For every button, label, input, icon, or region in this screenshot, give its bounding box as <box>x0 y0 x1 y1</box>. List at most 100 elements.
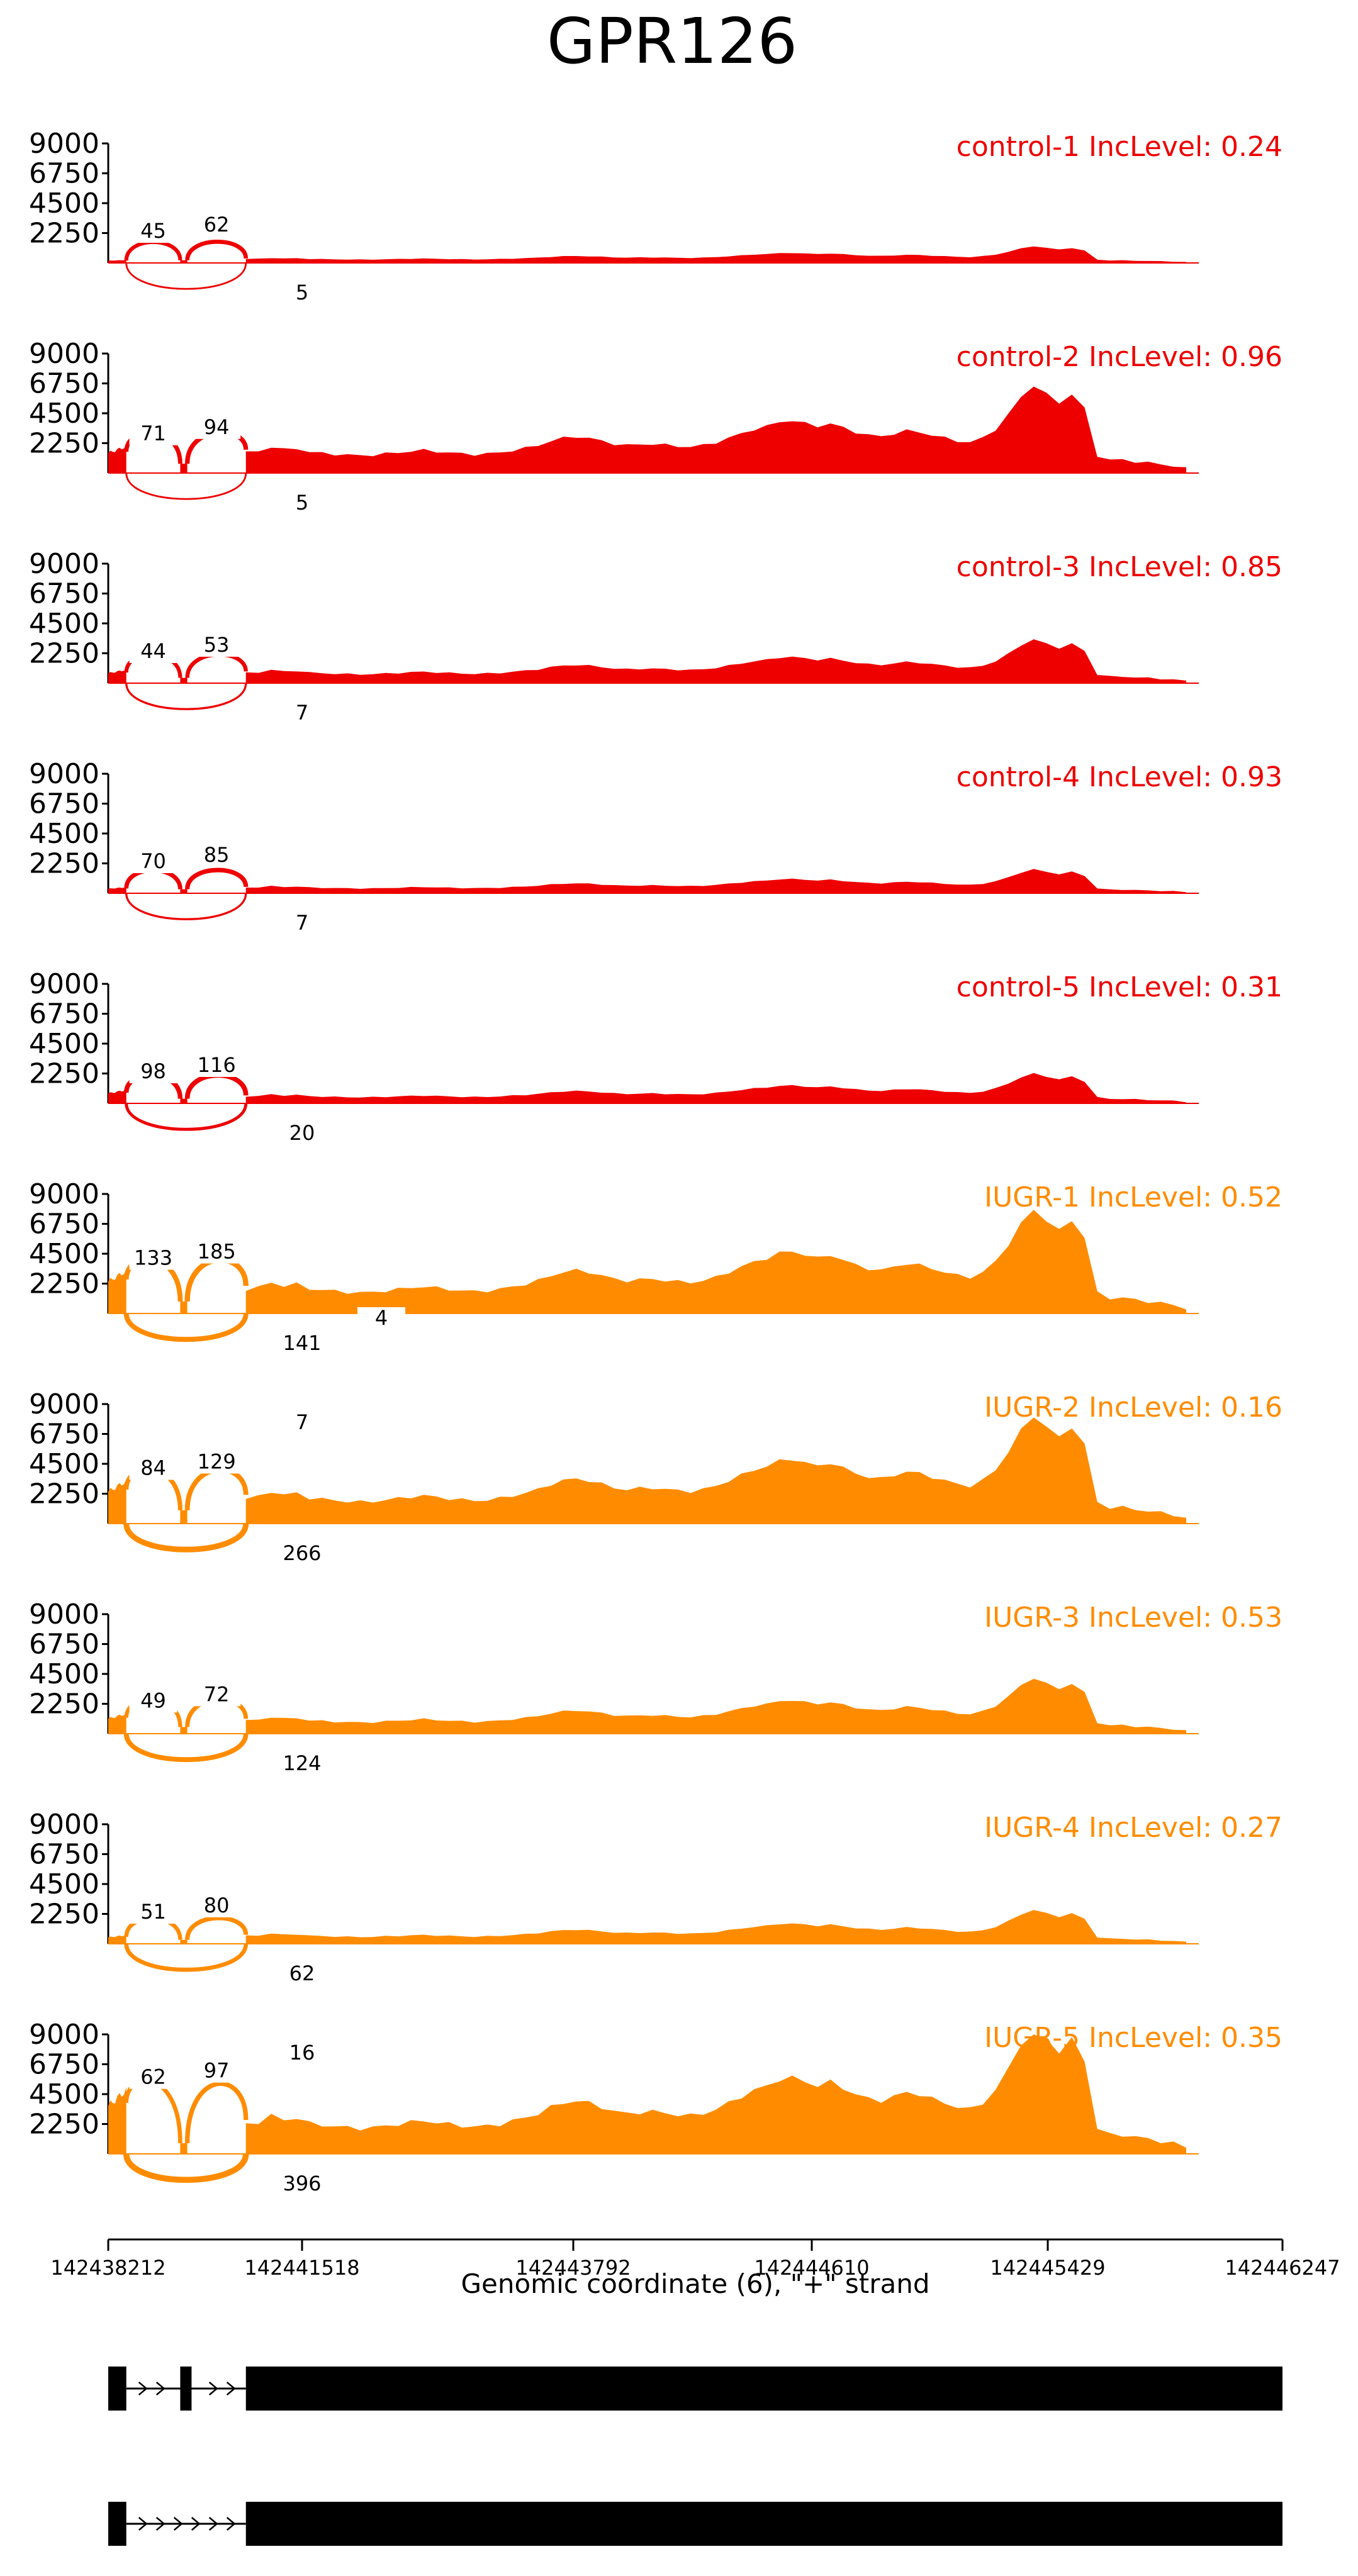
coverage-area-exon1 <box>108 1934 126 1944</box>
junction-count-upper-right-bg <box>193 1054 241 1077</box>
junction-count-upper-left-bg <box>129 1690 177 1713</box>
junction-count-lower-bg <box>278 1963 326 1985</box>
y-tick-label: 6750 <box>29 158 99 190</box>
coverage-area-exon2 <box>180 1727 188 1734</box>
junction-arc-lower <box>125 472 247 500</box>
y-tick-label: 4500 <box>29 398 99 430</box>
y-tick-label: 6750 <box>29 1419 99 1451</box>
coverage-area-exon3 <box>245 869 1187 893</box>
coverage-area-exon1 <box>108 445 126 473</box>
junction-arc-upper-right <box>184 2081 249 2144</box>
junction-count-lower-bg <box>278 1542 326 1565</box>
junction-count-lower-bg <box>278 912 326 935</box>
exon-block-2 <box>180 2367 192 2411</box>
y-tick-label: 4500 <box>29 187 99 220</box>
junction-arc-lower <box>125 893 247 920</box>
junction-count-upper-left-bg <box>129 1061 177 1083</box>
panel-label: IUGR-2 IncLevel: 0.16 <box>984 1391 1282 1424</box>
panel-label: control-4 IncLevel: 0.93 <box>957 761 1282 793</box>
junction-count-upper-right: 185 <box>198 1239 236 1263</box>
junction-count-upper-left-bg <box>129 1901 177 1924</box>
junction-count-lower-bg <box>278 492 326 515</box>
coverage-area-exon3 <box>245 1073 1187 1103</box>
junction-count-upper-left: 45 <box>140 219 166 243</box>
y-tick-label: 6750 <box>29 1629 99 1661</box>
coverage-area-exon3 <box>245 1910 1187 1944</box>
junction-count-upper-left: 71 <box>140 421 166 445</box>
y-tick-label: 2250 <box>29 1899 99 1931</box>
junction-count-lower: 266 <box>283 1541 321 1565</box>
junction-arc-lower <box>123 1733 249 1763</box>
coverage-area-exon1 <box>108 887 126 893</box>
y-tick-label: 9000 <box>29 1598 99 1631</box>
coverage-area-exon2 <box>180 2143 188 2154</box>
junction-count-lower: 7 <box>296 911 308 935</box>
junction-count-lower-bg <box>278 282 326 304</box>
junction-count-upper-right: 72 <box>204 1682 230 1706</box>
junction-count-upper-right: 129 <box>198 1449 236 1473</box>
x-axis-label: Genomic coordinate (6), "+" strand <box>461 2268 929 2299</box>
coverage-area-exon1 <box>108 1479 126 1524</box>
junction-count-upper-right-bg <box>193 1451 241 1474</box>
junction-count-upper-right-bg <box>193 844 241 867</box>
junction-arc-lower <box>124 1943 249 1972</box>
junction-arc-lower <box>123 1523 249 1553</box>
x-tick-label: 142441518 <box>244 2256 359 2280</box>
junction-count-lower-bg <box>278 2173 326 2195</box>
strand-chevron <box>138 2517 148 2531</box>
junction-count-upper-right-bg <box>193 2060 241 2083</box>
junction-count-upper-left: 133 <box>134 1246 172 1269</box>
y-tick-label: 4500 <box>29 1028 99 1060</box>
y-tick-label: 2250 <box>29 218 99 250</box>
junction-arc-upper-right <box>185 240 249 261</box>
junction-count-lower: 124 <box>283 1751 321 1775</box>
junction-count-upper-left: 44 <box>140 639 166 663</box>
coverage-area-exon2 <box>180 260 188 263</box>
y-tick-label: 4500 <box>29 818 99 850</box>
y-tick-label: 6750 <box>29 368 99 400</box>
y-tick-label: 2250 <box>29 2109 99 2141</box>
panel-label: control-2 IncLevel: 0.96 <box>957 341 1282 373</box>
y-tick-label: 2250 <box>29 848 99 880</box>
panel-label: control-1 IncLevel: 0.24 <box>957 131 1282 163</box>
strand-chevron <box>138 2382 148 2395</box>
y-tick-label: 9000 <box>29 128 99 160</box>
junction-arc-upper-left <box>124 240 182 261</box>
coverage-area-exon2 <box>180 1302 188 1313</box>
junction-count-upper-left-bg <box>129 1247 177 1270</box>
coverage-area-exon3 <box>245 1417 1187 1524</box>
junction-arc-upper-right <box>184 1073 249 1100</box>
y-tick-label: 4500 <box>29 608 99 640</box>
panel-label: IUGR-1 IncLevel: 0.52 <box>984 1181 1282 1213</box>
coverage-area-exon2 <box>180 464 188 473</box>
junction-count-upper-right: 97 <box>204 2059 230 2083</box>
junction-count-upper-right-bg <box>193 1241 241 1264</box>
y-tick-label: 9000 <box>29 1809 99 1841</box>
figure-title: GPR126 <box>547 4 797 78</box>
x-tick-label: 142438212 <box>50 2256 166 2280</box>
strand-chevron <box>155 2517 166 2531</box>
coverage-area-exon1 <box>108 260 126 263</box>
junction-count-upper-left: 98 <box>140 1059 166 1083</box>
strand-chevron <box>173 2517 183 2531</box>
y-tick-label: 9000 <box>29 548 99 580</box>
strand-chevron <box>191 2517 201 2531</box>
junction-count-upper-left-bg <box>129 2066 177 2089</box>
junction-arc-lower <box>123 2153 249 2183</box>
coverage-area-exon2 <box>180 1098 188 1103</box>
panel-label: IUGR-4 IncLevel: 0.27 <box>984 1812 1282 1844</box>
junction-count-upper-right-bg <box>193 214 241 237</box>
y-tick-label: 2250 <box>29 638 99 670</box>
junction-count-upper-left: 70 <box>140 849 166 873</box>
y-tick-label: 9000 <box>29 758 99 790</box>
junction-count-upper-right: 80 <box>204 1893 230 1917</box>
junction-count-lower: 5 <box>296 281 308 304</box>
y-tick-label: 2250 <box>29 1688 99 1720</box>
panel-label: control-3 IncLevel: 0.85 <box>957 551 1282 583</box>
